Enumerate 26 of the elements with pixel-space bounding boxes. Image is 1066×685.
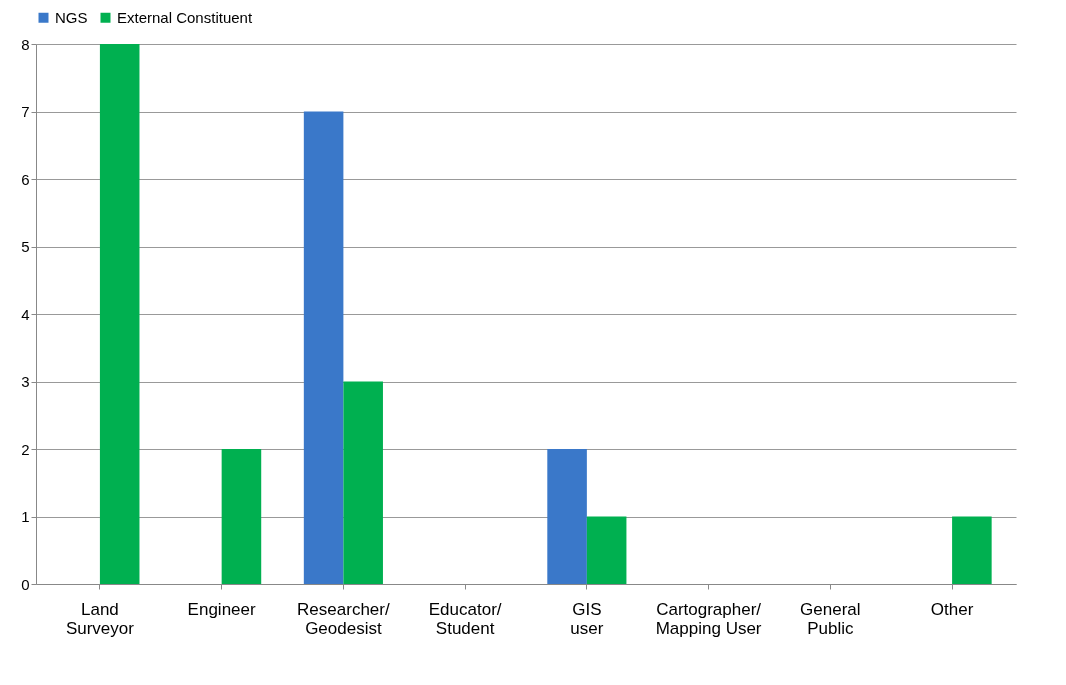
x-tick-label: GIS user — [570, 599, 604, 638]
y-tick-label: 4 — [21, 305, 30, 323]
bar — [952, 516, 992, 584]
x-tick-label: Cartographer/Mapping User — [655, 599, 762, 638]
bar — [343, 381, 383, 584]
bar — [586, 516, 627, 584]
bar — [99, 44, 140, 584]
x-tick-label: General Public — [800, 599, 861, 638]
x-tick-label: Engineer — [187, 599, 257, 619]
legend-label: External Constituent — [117, 8, 253, 26]
legend-label: NGS — [55, 8, 88, 26]
bar — [547, 449, 587, 584]
y-tick-label: 5 — [21, 238, 30, 255]
x-tick-label: Researcher/Geodesist — [297, 599, 390, 638]
y-tick-label: 1 — [21, 508, 30, 525]
bar — [303, 111, 344, 584]
y-tick-label: 6 — [21, 170, 30, 188]
x-tick-label: Land Surveyor — [65, 599, 135, 638]
y-tick-label: 8 — [21, 35, 30, 53]
y-tick-label: 0 — [21, 575, 30, 593]
bar — [221, 449, 262, 584]
x-tick-label: Other — [930, 599, 974, 619]
y-tick-label: 2 — [21, 440, 30, 458]
x-tick-label: Educator/Student — [428, 599, 502, 638]
y-tick-label: 3 — [21, 373, 30, 390]
y-tick-label: 7 — [21, 103, 30, 120]
